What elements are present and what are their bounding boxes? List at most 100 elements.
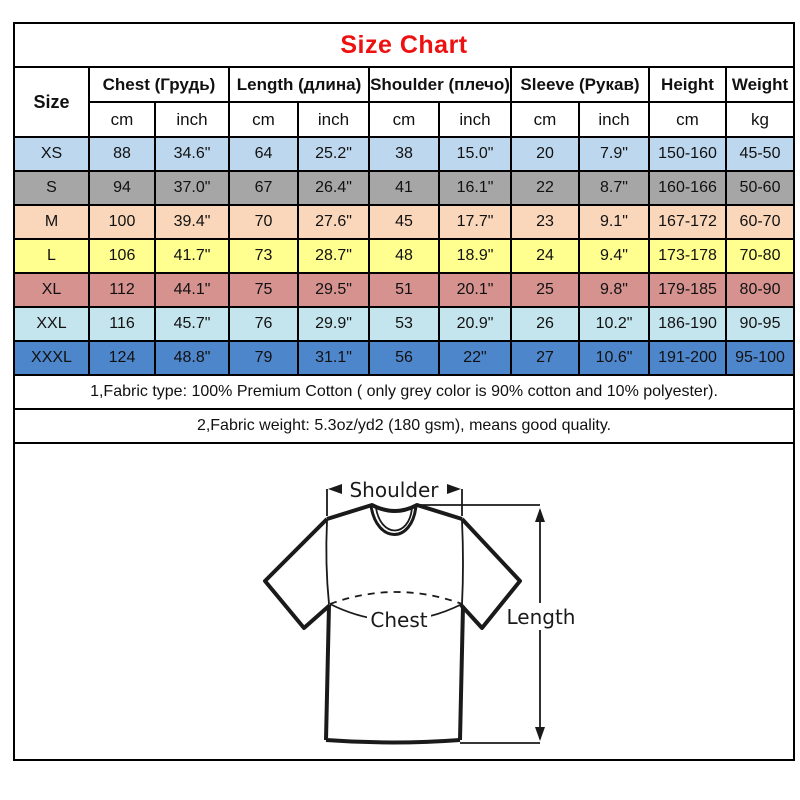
- right-sleeve: [459, 517, 522, 630]
- tshirt-measurement-diagram: Shoulder Chest Length: [263, 476, 576, 745]
- value-cell: 25.2": [297, 136, 370, 172]
- unit-header: inch: [154, 101, 230, 138]
- value-cell: 8.7": [578, 170, 650, 206]
- value-cell: 100: [88, 204, 156, 240]
- value-cell: 31.1": [297, 340, 370, 376]
- unit-header: inch: [438, 101, 512, 138]
- chest-label: Chest: [370, 608, 427, 632]
- col-header-size: Size: [13, 66, 90, 138]
- value-cell: 191-200: [648, 340, 727, 376]
- size-cell: XXXL: [13, 340, 90, 376]
- unit-header: cm: [510, 101, 580, 138]
- fabric-type-note: 1,Fabric type: 100% Premium Cotton ( onl…: [12, 374, 796, 410]
- value-cell: 37.0": [154, 170, 230, 206]
- length-label: Length: [507, 605, 576, 629]
- size-chart-table: Size Chart Size Chest (Грудь) Length (длин…: [12, 22, 796, 761]
- value-cell: 29.9": [297, 306, 370, 342]
- unit-header: inch: [578, 101, 650, 138]
- left-sleeve: [263, 517, 332, 630]
- diagram-section: Shoulder Chest Length: [12, 442, 796, 761]
- value-cell: 27.6": [297, 204, 370, 240]
- value-cell: 80-90: [724, 272, 796, 308]
- note-row-1: 1,Fabric type: 100% Premium Cotton ( onl…: [12, 374, 796, 410]
- length-label-bg: [507, 603, 575, 630]
- size-cell: S: [13, 170, 90, 206]
- value-cell: 15.0": [438, 136, 512, 172]
- value-cell: 53: [368, 306, 440, 342]
- fabric-weight-note: 2,Fabric weight: 5.3oz/yd2 (180 gsm), me…: [12, 408, 796, 444]
- value-cell: 34.6": [154, 136, 230, 172]
- value-cell: 23: [510, 204, 580, 240]
- value-cell: 70: [228, 204, 299, 240]
- value-cell: 73: [228, 238, 299, 274]
- table-row: XXXL 124 48.8" 79 31.1" 56 22" 27 10.6" 191-200 95…: [13, 340, 796, 376]
- value-cell: 60-70: [724, 204, 796, 240]
- col-header-group: Shoulder (плечо): [368, 66, 512, 103]
- value-cell: 25: [510, 272, 580, 308]
- value-cell: 26.4": [297, 170, 370, 206]
- value-cell: 26: [510, 306, 580, 342]
- table-row: XL 112 44.1" 75 29.5" 51 20.1" 25 9.8" 179-185 80-…: [13, 272, 796, 308]
- value-cell: 48.8": [154, 340, 230, 376]
- value-cell: 22": [438, 340, 512, 376]
- size-cell: M: [13, 204, 90, 240]
- length-arrowhead-bottom: [535, 727, 545, 741]
- value-cell: 24: [510, 238, 580, 274]
- value-cell: 45.7": [154, 306, 230, 342]
- col-header-group: Sleeve (Рукав): [510, 66, 650, 103]
- diagram-row: Shoulder Chest Length: [12, 442, 796, 761]
- value-cell: 48: [368, 238, 440, 274]
- value-cell: 75: [228, 272, 299, 308]
- value-cell: 41.7": [154, 238, 230, 274]
- value-cell: 116: [88, 306, 156, 342]
- collar-outer: [369, 505, 418, 536]
- value-cell: 20.1": [438, 272, 512, 308]
- value-cell: 70-80: [724, 238, 796, 274]
- size-cell: L: [13, 238, 90, 274]
- shoulder-arrowhead-right: [447, 484, 461, 494]
- table-row: M 100 39.4" 70 27.6" 45 17.7" 23 9.1" 167-172 60-7…: [13, 204, 796, 240]
- unit-header: kg: [724, 101, 796, 138]
- value-cell: 160-166: [648, 170, 727, 206]
- value-cell: 9.4": [578, 238, 650, 274]
- value-cell: 167-172: [648, 204, 727, 240]
- value-cell: 41: [368, 170, 440, 206]
- value-cell: 45-50: [724, 136, 796, 172]
- size-cell: XL: [13, 272, 90, 308]
- value-cell: 88: [88, 136, 156, 172]
- value-cell: 76: [228, 306, 299, 342]
- right-front-seam: [461, 520, 464, 605]
- value-cell: 7.9": [578, 136, 650, 172]
- value-cell: 18.9": [438, 238, 512, 274]
- size-cell: XXL: [13, 306, 90, 342]
- chest-label-bg: [367, 608, 431, 633]
- value-cell: 45: [368, 204, 440, 240]
- unit-header: inch: [297, 101, 370, 138]
- value-cell: 29.5": [297, 272, 370, 308]
- value-cell: 112: [88, 272, 156, 308]
- table-row: XXL 116 45.7" 76 29.9" 53 20.9" 26 10.2" 186-190 9…: [13, 306, 796, 342]
- chest-ellipse-dashed: [329, 591, 463, 605]
- value-cell: 173-178: [648, 238, 727, 274]
- unit-header: cm: [88, 101, 156, 138]
- value-cell: 20: [510, 136, 580, 172]
- value-cell: 79: [228, 340, 299, 376]
- unit-header: cm: [648, 101, 727, 138]
- table-row: L 106 41.7" 73 28.7" 48 18.9" 24 9.4" 173-178 70-8…: [13, 238, 796, 274]
- value-cell: 38: [368, 136, 440, 172]
- value-cell: 64: [228, 136, 299, 172]
- value-cell: 39.4": [154, 204, 230, 240]
- table-header: Size Chart Size Chest (Грудь) Length (длин…: [12, 22, 796, 138]
- unit-header: cm: [368, 101, 440, 138]
- value-cell: 9.8": [578, 272, 650, 308]
- notes-section: 1,Fabric type: 100% Premium Cotton ( onl…: [12, 374, 796, 444]
- col-header-group: Height: [648, 66, 727, 103]
- value-cell: 95-100: [724, 340, 796, 376]
- value-cell: 28.7": [297, 238, 370, 274]
- table-row: S 94 37.0" 67 26.4" 41 16.1" 22 8.7" 160-166 50-60: [13, 170, 796, 206]
- table-row: XS 88 34.6" 64 25.2" 38 15.0" 20 7.9" 150-160 45-5…: [13, 136, 796, 172]
- header-row-units: cm inch cm inch cm inch cm inch cm kg: [14, 101, 796, 138]
- value-cell: 186-190: [648, 306, 727, 342]
- value-cell: 9.1": [578, 204, 650, 240]
- value-cell: 17.7": [438, 204, 512, 240]
